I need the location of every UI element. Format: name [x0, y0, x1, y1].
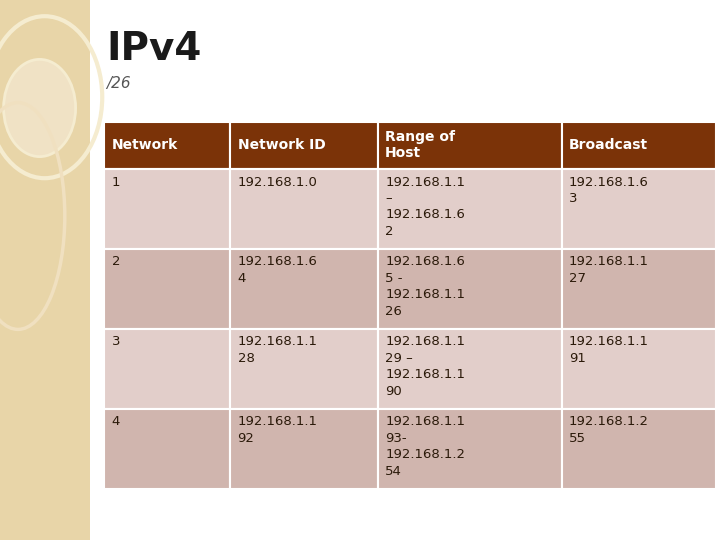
Text: 192.168.1.6
3: 192.168.1.6 3 [569, 176, 649, 205]
Text: IPv4: IPv4 [107, 30, 202, 68]
Text: 192.168.1.2
55: 192.168.1.2 55 [569, 415, 649, 445]
Text: 192.168.1.1
28: 192.168.1.1 28 [238, 335, 318, 365]
Text: 192.168.1.1
92: 192.168.1.1 92 [238, 415, 318, 445]
Text: 192.168.1.1
29 –
192.168.1.1
90: 192.168.1.1 29 – 192.168.1.1 90 [385, 335, 465, 398]
Text: Range of
Host: Range of Host [385, 130, 455, 160]
Text: 192.168.1.1
–
192.168.1.6
2: 192.168.1.1 – 192.168.1.6 2 [385, 176, 465, 238]
Text: 192.168.1.1
27: 192.168.1.1 27 [569, 255, 649, 285]
Text: 4: 4 [112, 415, 120, 428]
Text: 192.168.1.6
4: 192.168.1.6 4 [238, 255, 318, 285]
Text: /26: /26 [107, 76, 131, 91]
Text: 1: 1 [112, 176, 120, 188]
Text: 192.168.1.0: 192.168.1.0 [238, 176, 318, 188]
Text: Network ID: Network ID [238, 138, 325, 152]
Text: 3: 3 [112, 335, 120, 348]
Text: 192.168.1.1
93-
192.168.1.2
54: 192.168.1.1 93- 192.168.1.2 54 [385, 415, 465, 478]
Text: 192.168.1.1
91: 192.168.1.1 91 [569, 335, 649, 365]
Text: Broadcast: Broadcast [569, 138, 648, 152]
Text: 2: 2 [112, 255, 120, 268]
Text: 192.168.1.6
5 -
192.168.1.1
26: 192.168.1.6 5 - 192.168.1.1 26 [385, 255, 465, 318]
Text: Network: Network [112, 138, 178, 152]
